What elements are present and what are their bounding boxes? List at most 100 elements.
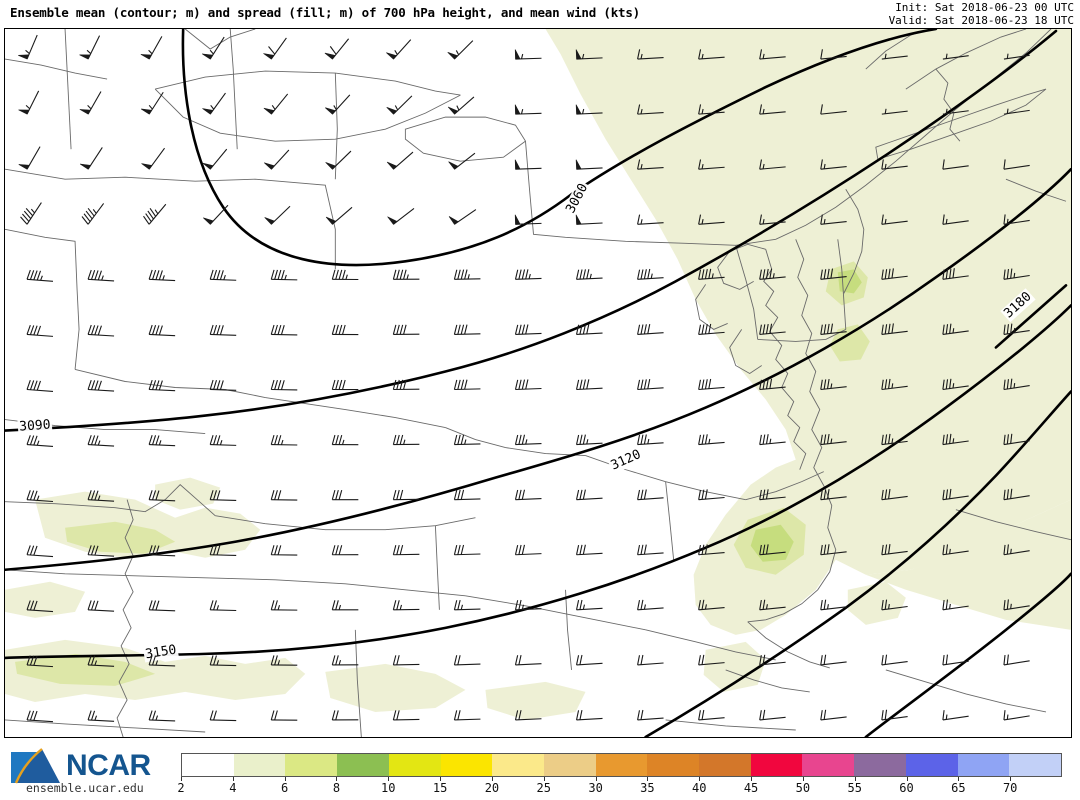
- wind-barb: [1003, 599, 1030, 611]
- wind-barb: [637, 268, 664, 280]
- wind-barb: [575, 599, 603, 611]
- wind-barb: [881, 488, 908, 501]
- wind-barb: [325, 206, 353, 225]
- wind-barb: [264, 149, 290, 170]
- colorbar-segment: [595, 754, 648, 776]
- wind-barb: [143, 203, 167, 225]
- colorbar-segment: [699, 754, 751, 776]
- wind-barb: [1003, 488, 1030, 501]
- colorbar-tick-label: 70: [1002, 781, 1018, 795]
- wind-barb: [698, 159, 725, 170]
- wind-barb: [759, 104, 786, 115]
- wind-barb: [392, 269, 420, 280]
- wind-barb: [1003, 214, 1030, 225]
- colorbar-tick-label: 6: [281, 781, 289, 795]
- spread-fill-layer: [5, 29, 1071, 720]
- wind-barb: [1003, 323, 1030, 335]
- wind-barb: [209, 434, 237, 446]
- wind-barb: [698, 378, 725, 391]
- wind-barb: [448, 152, 476, 170]
- wind-barb: [453, 655, 481, 666]
- colorbar-tick-label: 45: [743, 781, 759, 795]
- colorbar-tick-label: 8: [332, 781, 341, 795]
- wind-barb: [759, 434, 786, 446]
- ncar-logo[interactable]: NCAR ensemble.ucar.edu: [8, 743, 173, 795]
- wind-barb: [209, 490, 237, 501]
- wind-barb: [81, 203, 105, 225]
- wind-barb: [148, 655, 176, 667]
- colorbar-segment: [647, 754, 700, 776]
- wind-barb: [331, 269, 359, 281]
- wind-barb: [270, 655, 298, 666]
- wind-barb: [324, 38, 350, 60]
- wind-barb: [820, 544, 847, 556]
- wind-barb: [453, 489, 481, 501]
- wind-barb: [386, 39, 412, 60]
- wind-barb: [20, 202, 42, 225]
- wind-barb: [263, 37, 287, 60]
- wind-barb: [18, 90, 40, 115]
- wind-barb: [87, 655, 115, 667]
- wind-barb: [759, 544, 786, 556]
- wind-barb: [1003, 433, 1030, 446]
- colorbar-tick-label: 50: [795, 781, 811, 795]
- wind-barb: [942, 159, 969, 170]
- wind-barb: [698, 709, 725, 721]
- wind-barb: [820, 489, 847, 501]
- wind-barb: [514, 214, 542, 225]
- wind-barb: [79, 91, 102, 115]
- wind-barb: [881, 433, 908, 446]
- map-canvas[interactable]: 3060 3090 3120 3150: [5, 29, 1071, 737]
- wind-barb-layer: [18, 34, 1030, 723]
- wind-barb: [759, 323, 786, 335]
- wind-barb: [26, 710, 54, 723]
- wind-barb: [942, 544, 969, 556]
- wind-barb: [881, 654, 908, 666]
- colorbar-tick: [388, 777, 390, 781]
- colorbar[interactable]: 2 4 6 8 10 15 20 25 30 35 40 45 50 55 60 65 70: [177, 753, 1062, 795]
- wind-barb: [881, 108, 908, 115]
- colorbar-tick-label: 60: [899, 781, 914, 795]
- wind-barb: [331, 545, 359, 556]
- wind-barb: [87, 324, 115, 337]
- wind-barb: [1003, 378, 1030, 391]
- wind-barb: [1003, 268, 1030, 280]
- wind-barb: [759, 709, 786, 721]
- wind-barb: [209, 600, 237, 612]
- colorbar-segment: [388, 754, 441, 776]
- wind-barb: [148, 324, 176, 337]
- wind-barb: [1003, 544, 1030, 556]
- wind-barb: [942, 599, 969, 611]
- wind-barb: [514, 49, 542, 60]
- wind-barb: [575, 710, 603, 721]
- wind-barb: [942, 710, 969, 721]
- colorbar-swatches[interactable]: [181, 753, 1062, 777]
- wind-barb: [942, 268, 969, 280]
- wind-barb: [448, 209, 477, 225]
- wind-barb: [514, 599, 542, 611]
- init-time-label: Init: Sat 2018-06-23 00 UTC: [895, 1, 1074, 14]
- geography-layer: [5, 29, 1071, 737]
- wind-barb: [26, 269, 54, 282]
- wind-barb: [820, 709, 847, 721]
- colorbar-tick: [854, 777, 856, 781]
- colorbar-tick: [284, 777, 286, 781]
- colorbar-tick: [181, 777, 182, 781]
- chart-footer: NCAR ensemble.ucar.edu 2 4 6 8 10 15 20 25 30 35 4…: [0, 738, 1080, 800]
- wind-barb: [637, 104, 664, 115]
- wind-barb: [387, 207, 415, 225]
- colorbar-tick: [595, 777, 597, 781]
- wind-barb: [942, 654, 969, 666]
- wind-barb: [637, 214, 664, 225]
- map-panel[interactable]: 3060 3090 3120 3150: [4, 28, 1072, 738]
- wind-barb: [209, 269, 237, 281]
- wind-barb: [386, 95, 413, 115]
- wind-barb: [26, 600, 54, 613]
- wind-barb: [759, 268, 786, 280]
- wind-barb: [270, 710, 298, 721]
- wind-barb: [881, 268, 908, 280]
- wind-barb: [698, 104, 725, 115]
- wind-barb: [270, 434, 298, 446]
- wind-barb: [87, 490, 115, 502]
- wind-barb: [18, 146, 41, 170]
